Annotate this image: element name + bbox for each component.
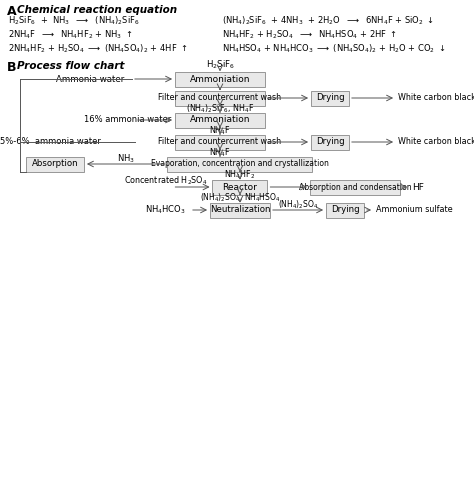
- FancyBboxPatch shape: [311, 91, 349, 106]
- Text: B: B: [7, 61, 17, 74]
- Text: HF: HF: [412, 183, 424, 191]
- FancyBboxPatch shape: [310, 179, 400, 195]
- Text: Ammoniation: Ammoniation: [190, 75, 250, 83]
- Text: Chemical reaction equation: Chemical reaction equation: [17, 5, 177, 15]
- Text: H$_2$SiF$_6$: H$_2$SiF$_6$: [206, 59, 235, 71]
- Text: NH$_4$HCO$_3$: NH$_4$HCO$_3$: [145, 204, 185, 216]
- Text: (NH$_4$)$_2$SO$_4$: (NH$_4$)$_2$SO$_4$: [278, 199, 319, 211]
- FancyBboxPatch shape: [26, 157, 84, 172]
- Text: NH$_4$F: NH$_4$F: [209, 147, 231, 159]
- Text: Ammoniation: Ammoniation: [190, 116, 250, 124]
- FancyBboxPatch shape: [175, 91, 265, 106]
- Text: Neutralization: Neutralization: [210, 205, 270, 214]
- Text: Ammonium sulfate: Ammonium sulfate: [376, 205, 453, 214]
- Text: Filter and countercurrent wash: Filter and countercurrent wash: [158, 94, 282, 103]
- Text: Filter and countercurrent wash: Filter and countercurrent wash: [158, 137, 282, 147]
- Text: Absorption and condensation: Absorption and condensation: [299, 183, 411, 191]
- Text: (NH$_4$)$_2$SiF$_6$, NH$_4$F: (NH$_4$)$_2$SiF$_6$, NH$_4$F: [186, 103, 254, 115]
- FancyBboxPatch shape: [311, 134, 349, 149]
- Text: 5%-6%  ammonia water: 5%-6% ammonia water: [0, 137, 100, 147]
- FancyBboxPatch shape: [210, 202, 270, 217]
- Text: H$_2$SiF$_6$  +  NH$_3$  $\longrightarrow$  (NH$_4$)$_2$SiF$_6$: H$_2$SiF$_6$ + NH$_3$ $\longrightarrow$ …: [8, 15, 140, 27]
- FancyBboxPatch shape: [175, 71, 265, 86]
- Text: NH$_4$HF$_2$: NH$_4$HF$_2$: [224, 169, 255, 181]
- FancyBboxPatch shape: [167, 157, 312, 172]
- Text: Process flow chart: Process flow chart: [17, 61, 125, 71]
- Text: Drying: Drying: [316, 94, 344, 103]
- Text: White carbon black: White carbon black: [398, 94, 474, 103]
- Text: Evaporation, concentration and crystallization: Evaporation, concentration and crystalli…: [151, 160, 329, 169]
- Text: Drying: Drying: [316, 137, 344, 147]
- Text: NH$_4$F: NH$_4$F: [209, 125, 231, 137]
- FancyBboxPatch shape: [326, 202, 364, 217]
- Text: Concentrated H$_2$SO$_4$: Concentrated H$_2$SO$_4$: [124, 175, 208, 187]
- FancyBboxPatch shape: [175, 112, 265, 128]
- Text: (NH$_4$)$_2$SO$_4$, NH$_4$HSO$_4$: (NH$_4$)$_2$SO$_4$, NH$_4$HSO$_4$: [200, 192, 280, 204]
- Text: NH$_4$HF$_2$ + H$_2$SO$_4$  $\longrightarrow$  NH$_4$HSO$_4$ + 2HF $\uparrow$: NH$_4$HF$_2$ + H$_2$SO$_4$ $\longrightar…: [222, 29, 397, 41]
- Text: Absorption: Absorption: [32, 160, 78, 169]
- Text: 2NH$_4$HF$_2$ + H$_2$SO$_4$ $\longrightarrow$ (NH$_4$SO$_4$)$_2$ + 4HF $\uparrow: 2NH$_4$HF$_2$ + H$_2$SO$_4$ $\longrighta…: [8, 43, 188, 55]
- Text: A: A: [7, 5, 17, 18]
- Text: 2NH$_4$F  $\longrightarrow$  NH$_4$HF$_2$ + NH$_3$ $\uparrow$: 2NH$_4$F $\longrightarrow$ NH$_4$HF$_2$ …: [8, 29, 132, 41]
- Text: NH$_4$HSO$_4$ + NH$_4$HCO$_3$ $\longrightarrow$ (NH$_4$SO$_4$)$_2$ + H$_2$O + CO: NH$_4$HSO$_4$ + NH$_4$HCO$_3$ $\longrigh…: [222, 43, 446, 55]
- FancyBboxPatch shape: [175, 134, 265, 149]
- Text: Ammonia water: Ammonia water: [56, 75, 124, 83]
- Text: NH$_3$: NH$_3$: [117, 153, 135, 165]
- FancyBboxPatch shape: [212, 179, 267, 195]
- Text: Reactor: Reactor: [223, 183, 257, 191]
- Text: (NH$_4$)$_2$SiF$_6$  + 4NH$_3$  + 2H$_2$O  $\longrightarrow$  6NH$_4$F + SiO$_2$: (NH$_4$)$_2$SiF$_6$ + 4NH$_3$ + 2H$_2$O …: [222, 15, 434, 27]
- Text: White carbon black: White carbon black: [398, 137, 474, 147]
- Text: 16% ammonia water: 16% ammonia water: [84, 116, 171, 124]
- Text: Drying: Drying: [331, 205, 359, 214]
